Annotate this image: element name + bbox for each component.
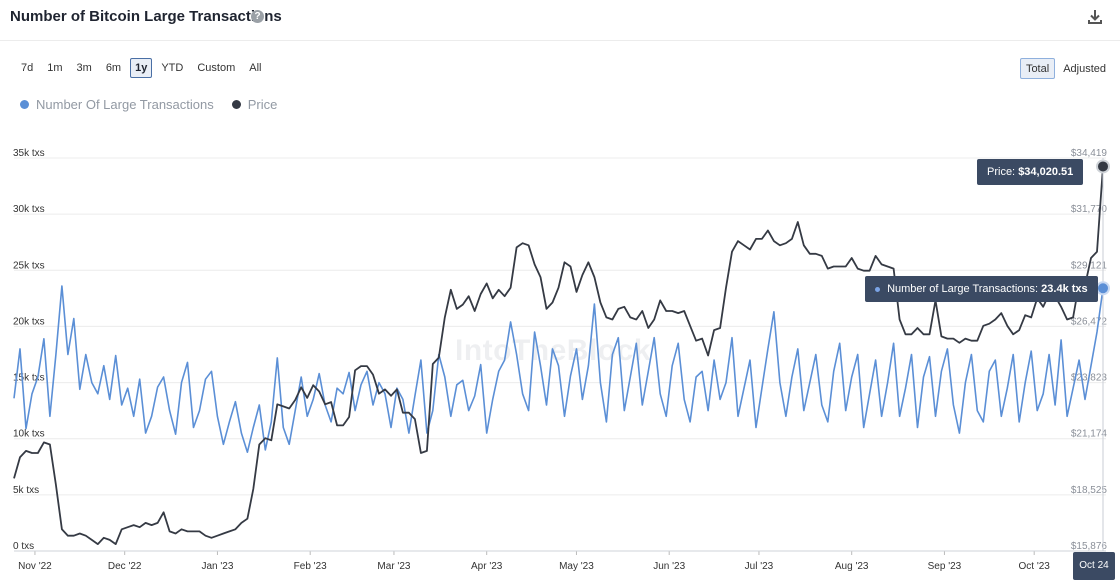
x-tick-label: Jan '23 <box>201 561 233 572</box>
y-right-tick-label: $31,770 <box>1071 204 1108 215</box>
x-tick-label: Dec '22 <box>108 561 142 572</box>
chart-header: Number of Bitcoin Large Transactions ? <box>0 0 1120 41</box>
mode-button-adjusted[interactable]: Adjusted <box>1057 58 1112 79</box>
legend-item-large-transactions[interactable]: Number Of Large Transactions <box>20 97 214 112</box>
marker-large-transactions <box>1096 281 1110 296</box>
y-left-tick-label: 10k txs <box>13 429 45 440</box>
series-line-price[interactable] <box>13 166 1104 545</box>
x-tick-label: Apr '23 <box>471 561 503 572</box>
x-tick-label: Sep '23 <box>928 561 962 572</box>
x-tick-label: Aug '23 <box>835 561 869 572</box>
y-left-tick-label: 15k txs <box>13 373 45 384</box>
legend-item-price[interactable]: Price <box>231 97 278 112</box>
series-line-large-transactions[interactable] <box>13 285 1104 454</box>
x-tick-label: Jul '23 <box>745 561 774 572</box>
mode-selector: Total Adjusted <box>1019 58 1112 79</box>
y-left-tick-label: 20k txs <box>13 316 45 327</box>
price-tooltip: Price: $34,020.51 <box>977 159 1084 185</box>
chart-legend: Number Of Large Transactions Price <box>20 97 277 112</box>
legend-label-price: Price <box>247 97 278 112</box>
x-tick-label: May '23 <box>559 561 594 572</box>
legend-label-large-transactions: Number Of Large Transactions <box>36 97 214 112</box>
x-tick-label: Jun '23 <box>653 561 685 572</box>
legend-dot-price <box>231 100 241 109</box>
y-right-tick-label: $21,174 <box>1071 429 1108 440</box>
transactions-tooltip-label: Number of Large Transactions: <box>887 283 1039 295</box>
download-icon[interactable] <box>1086 8 1104 26</box>
chart-title: Number of Bitcoin Large Transactions <box>10 8 282 25</box>
price-tooltip-label: Price: <box>987 166 1016 178</box>
x-tick-label: Mar '23 <box>377 561 410 572</box>
y-right-tick-label: $18,525 <box>1071 485 1108 496</box>
legend-dot-large-transactions <box>20 100 29 109</box>
x-tick-label: Nov '22 <box>18 561 52 572</box>
x-tick-label: Oct '23 <box>1019 561 1051 572</box>
time-range-selector: 7d 1m 3m 6m 1y YTD Custom All <box>16 58 267 78</box>
mode-button-total[interactable]: Total <box>1019 58 1056 79</box>
range-button-6m[interactable]: 6m <box>100 58 127 78</box>
range-button-custom[interactable]: Custom <box>192 58 241 78</box>
transactions-tooltip-dot <box>875 286 880 292</box>
y-left-tick-label: 5k txs <box>13 485 39 496</box>
range-button-7d[interactable]: 7d <box>16 58 39 78</box>
transactions-tooltip: Number of Large Transactions: 23.4k txs <box>865 276 1098 302</box>
range-button-all[interactable]: All <box>244 58 267 78</box>
range-button-ytd[interactable]: YTD <box>156 58 189 78</box>
y-left-tick-label: 35k txs <box>13 148 45 159</box>
crosshair-date-label: Oct 24 <box>1073 552 1115 580</box>
range-button-3m[interactable]: 3m <box>71 58 97 78</box>
y-right-tick-label: $34,419 <box>1071 148 1108 159</box>
y-left-tick-label: 30k txs <box>13 204 45 215</box>
range-button-1y[interactable]: 1y <box>130 58 153 78</box>
y-right-tick-label: $15,876 <box>1071 541 1108 552</box>
x-tick-label: Feb '23 <box>294 561 327 572</box>
y-right-tick-label: $26,472 <box>1071 316 1108 327</box>
marker-price <box>1096 159 1110 174</box>
question-circle-icon[interactable]: ? <box>251 10 264 23</box>
y-left-tick-label: 25k txs <box>13 260 45 271</box>
price-tooltip-value: $34,020.51 <box>1018 166 1074 178</box>
y-left-tick-label: 0 txs <box>13 541 34 552</box>
range-button-1m[interactable]: 1m <box>42 58 68 78</box>
transactions-tooltip-value: 23.4k txs <box>1041 283 1088 295</box>
